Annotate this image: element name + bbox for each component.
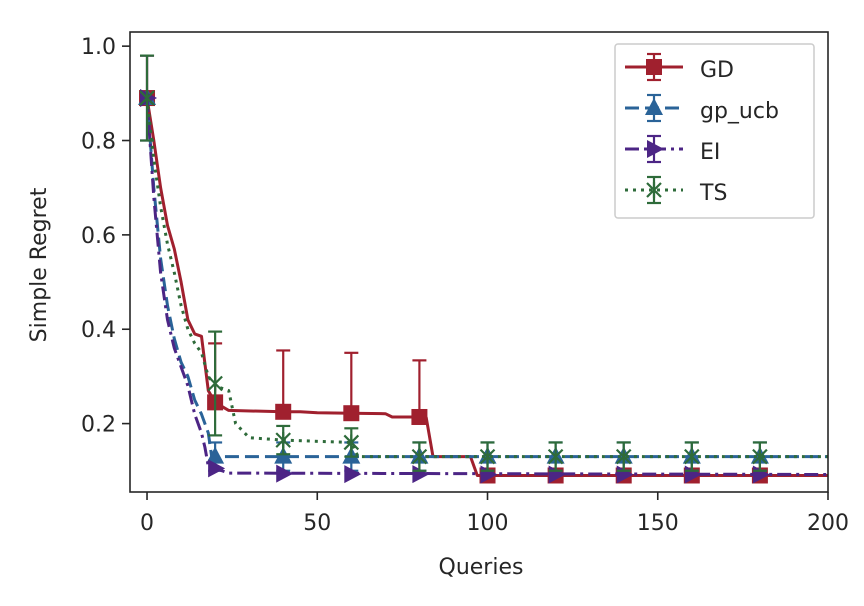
marker-stroke	[684, 448, 700, 465]
data-point-ts	[547, 448, 564, 465]
data-point-gd	[411, 408, 428, 425]
data-point-ei	[412, 465, 430, 484]
data-point-ts	[343, 434, 360, 451]
data-point-ei	[276, 464, 294, 483]
legend-swatch-ts	[625, 175, 683, 205]
y-axis-label: Simple Regret	[27, 187, 52, 342]
legend-label-ts: TS	[699, 181, 727, 206]
x-tick-label: 150	[637, 511, 679, 536]
y-tick-label: 1.0	[81, 35, 116, 60]
marker-stroke	[207, 375, 223, 392]
data-point-ts	[752, 448, 768, 465]
error-bar-gd	[276, 349, 291, 412]
legend-marker	[646, 59, 662, 75]
legend-marker	[646, 182, 662, 198]
data-point-ei	[344, 465, 362, 484]
data-point-ts	[275, 432, 291, 449]
marker-stroke	[411, 448, 428, 465]
data-point-ei	[208, 459, 226, 478]
legend: GD gp_ucb EI TS	[614, 43, 815, 219]
x-tick-label: 50	[303, 511, 331, 536]
y-tick-label: 0.8	[81, 130, 116, 155]
data-point-ts	[479, 448, 496, 465]
legend-frame	[614, 43, 815, 219]
legend-label-ei: EI	[700, 140, 720, 165]
data-point-ts	[411, 448, 428, 465]
marker-stroke	[343, 434, 360, 451]
legend-swatch-gd	[625, 52, 683, 82]
marker-stroke	[479, 448, 496, 465]
data-point-ts	[139, 90, 155, 107]
marker-stroke	[547, 448, 564, 465]
legend-swatch-ei	[625, 134, 683, 164]
error-bar-gd	[412, 359, 427, 417]
series-line-gp-ucb	[145, 97, 828, 459]
marker-stroke	[275, 432, 291, 449]
legend-marker	[647, 140, 664, 158]
x-axis-label: Queries	[439, 555, 524, 580]
plot-area	[138, 54, 829, 484]
marker-stroke	[139, 90, 155, 107]
legend-label-gd: GD	[700, 58, 734, 83]
legend-marker	[645, 98, 663, 115]
marker-stroke	[752, 448, 768, 465]
legend-swatch-gp-ucb	[625, 93, 683, 123]
data-point-gp-ucb	[206, 446, 225, 464]
series-line-ts	[145, 97, 828, 459]
series-ts	[139, 54, 828, 472]
data-point-ts	[207, 375, 223, 392]
axes: 0 50 100 150 200 0.2 0.4 0.6 0.8 1.0	[81, 31, 849, 536]
data-point-gd	[343, 405, 360, 422]
y-tick-label: 0.4	[81, 318, 116, 343]
data-point-gd	[275, 403, 292, 420]
marker-stroke	[646, 182, 662, 198]
error-bar-gd	[344, 351, 359, 414]
x-tick-label: 100	[467, 511, 509, 536]
axes-frame	[129, 31, 829, 493]
data-point-ts	[684, 448, 700, 465]
legend-label-gp-ucb: gp_ucb	[700, 99, 779, 124]
y-tick-label: 0.6	[81, 224, 116, 249]
x-tick-label: 0	[140, 511, 154, 536]
data-point-ts	[615, 448, 632, 465]
marker-stroke	[615, 448, 632, 465]
y-tick-label: 0.2	[81, 413, 116, 438]
x-tick-label: 200	[807, 511, 849, 536]
